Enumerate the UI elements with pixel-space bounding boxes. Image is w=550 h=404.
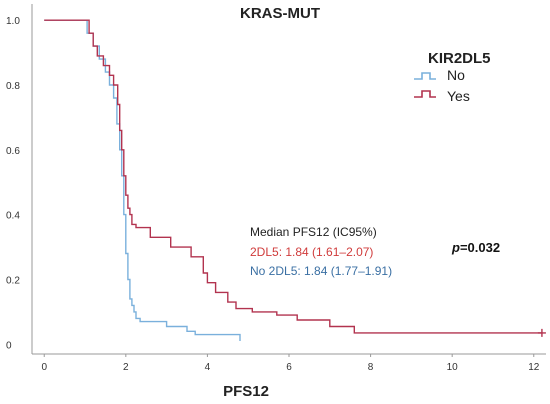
x-tick-label-0: 0 <box>41 362 47 373</box>
x-tick-label-10: 10 <box>447 362 459 373</box>
median-yes-text: 2DL5: 1.84 (1.61–2.07) <box>250 245 373 259</box>
legend-swatch-yes <box>414 90 436 98</box>
x-axis-label: PFS12 <box>223 383 269 400</box>
y-tick-label-0.2: 0.2 <box>6 275 20 286</box>
y-tick-label-0.8: 0.8 <box>6 81 20 92</box>
y-tick-label-1.0: 1.0 <box>6 16 20 27</box>
x-tick-label-12: 12 <box>528 362 540 373</box>
x-tick-label-8: 8 <box>368 362 374 373</box>
median-annotation: Median PFS12 (IC95%) 2DL5: 1.84 (1.61–2.… <box>250 225 392 278</box>
censor-mark-yes-0 <box>537 328 546 337</box>
p-value-prefix: p <box>451 240 460 255</box>
x-tick-label-6: 6 <box>286 362 292 373</box>
chart-title: KRAS-MUT <box>240 5 320 22</box>
legend-label-yes: Yes <box>447 88 470 104</box>
series-layer <box>44 19 546 341</box>
p-value-number: =0.032 <box>460 240 500 255</box>
p-value-text: p=0.032 <box>451 240 500 255</box>
y-tick-label-0.6: 0.6 <box>6 146 20 157</box>
x-tick-label-2: 2 <box>123 362 129 373</box>
median-no-text: No 2DL5: 1.84 (1.77–1.91) <box>250 264 392 278</box>
series-line-no <box>44 19 241 341</box>
x-tick-label-4: 4 <box>205 362 211 373</box>
median-title: Median PFS12 (IC95%) <box>250 225 377 239</box>
legend-title: KIR2DL5 <box>428 50 491 67</box>
y-tick-label-0: 0 <box>6 340 12 351</box>
series-line-yes <box>44 19 542 334</box>
y-tick-label-0.4: 0.4 <box>6 211 20 222</box>
y-axis-ticks: 0 0.2 0.4 0.6 0.8 1.0 <box>6 16 20 351</box>
legend-label-no: No <box>447 67 465 83</box>
legend-swatch-no <box>414 72 436 80</box>
x-axis-ticks: 0 2 4 6 8 10 12 <box>41 354 540 373</box>
legend: KIR2DL5 No Yes <box>414 50 491 104</box>
